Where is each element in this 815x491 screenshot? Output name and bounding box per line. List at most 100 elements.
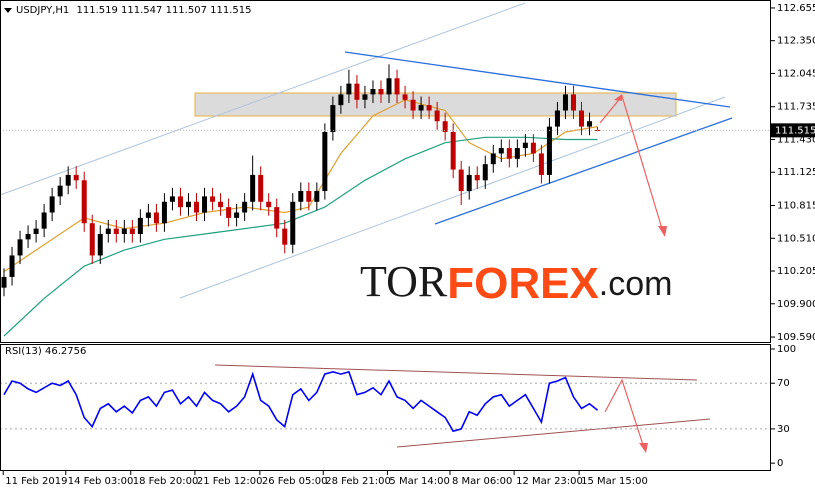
rsi-value: 46.2756: [45, 346, 86, 357]
y-tick-label: 112.350: [777, 36, 815, 47]
candle-body: [282, 228, 288, 245]
candle-body: [587, 121, 593, 127]
y-tick-label: 111.430: [777, 134, 815, 145]
high-value: 111.547: [121, 5, 162, 16]
candle-body: [579, 110, 585, 127]
channel-line: [0, 2, 526, 196]
y-tick-label: 110.205: [777, 266, 815, 277]
price-label-box: [771, 123, 815, 138]
candle-body: [218, 201, 224, 208]
candle-body: [81, 180, 87, 224]
candle-body: [442, 121, 448, 132]
candle-body: [242, 201, 248, 213]
x-tick-label: 26 Feb 05:00: [262, 476, 328, 487]
watermark-part: .com: [599, 265, 673, 303]
candle-body: [346, 83, 352, 95]
candle-body: [490, 153, 496, 165]
candle-body: [129, 228, 135, 234]
candle-body: [514, 148, 520, 159]
candle-body: [121, 228, 127, 234]
candle-body: [153, 212, 159, 224]
candle-body: [466, 174, 472, 192]
y-tick-label: 70: [777, 378, 790, 389]
trend-line: [434, 117, 733, 225]
candle-body: [49, 196, 55, 213]
moving-average: [3, 136, 598, 337]
candle-body: [97, 233, 103, 256]
candle-body: [137, 217, 143, 234]
candle-body: [522, 142, 528, 149]
candle-body: [354, 83, 360, 100]
candle-body: [1, 276, 7, 288]
candle-body: [65, 174, 71, 186]
candle-body: [202, 196, 208, 213]
y-tick-label: 30: [777, 424, 790, 435]
candle-body: [290, 201, 296, 245]
candle-body: [426, 105, 432, 111]
candle-body: [402, 94, 408, 100]
symbol: USDJPY,H1: [16, 5, 69, 16]
price-pane-border: [0, 0, 771, 343]
candle-body: [330, 105, 336, 132]
candle-body: [314, 191, 320, 202]
candle-body: [194, 201, 200, 213]
y-tick-label: 109.590: [777, 332, 815, 343]
candle-body: [9, 255, 15, 277]
candle-body: [169, 196, 175, 202]
candle-body: [562, 94, 568, 111]
candle-body: [33, 228, 39, 234]
candle-body: [250, 174, 256, 202]
candle-body: [266, 201, 272, 208]
watermark-part: TOR: [360, 257, 448, 306]
candle-body: [177, 196, 183, 208]
candle-body: [322, 131, 328, 192]
candle-body: [554, 110, 560, 127]
symbol-header: USDJPY,H1 111.519 111.547 111.507 111.51…: [16, 5, 251, 16]
rsi-header: RSI(13) 46.2756: [5, 346, 86, 357]
candle-body: [498, 148, 504, 154]
candle-body: [306, 191, 312, 202]
candle-body: [434, 110, 440, 122]
candle-body: [362, 94, 368, 100]
candle-body: [530, 142, 536, 154]
rsi-trend-line: [396, 418, 711, 448]
candle-body: [410, 99, 416, 111]
candle-body: [25, 233, 31, 240]
x-tick-label: 18 Feb 20:00: [133, 476, 199, 487]
candle-body: [450, 131, 456, 170]
x-tick-label: 11 Feb 2019: [5, 476, 67, 487]
candle-body: [234, 212, 240, 218]
candle-body: [538, 153, 544, 175]
x-tick-label: 15 Mar 15:00: [581, 476, 648, 487]
trend-line: [344, 51, 731, 108]
price-label: 111.515: [775, 125, 815, 136]
x-tick-label: 14 Feb 03:00: [68, 476, 134, 487]
y-tick-label: 110.815: [777, 201, 815, 212]
y-tick-label: 0: [777, 458, 783, 469]
x-tick-label: 12 Mar 23:00: [516, 476, 583, 487]
arrow-head: [639, 443, 648, 453]
candle-body: [378, 89, 384, 95]
candle-body: [57, 185, 63, 197]
candle-body: [394, 78, 400, 95]
candle-body: [570, 94, 576, 111]
arrow-head: [614, 94, 622, 101]
watermark-part: FOREX: [447, 259, 599, 308]
candle-body: [145, 212, 151, 218]
y-tick-label: 112.655: [777, 3, 815, 14]
watermark: TORFOREX.com: [360, 257, 672, 308]
channel-line: [179, 96, 726, 299]
candle-body: [161, 201, 167, 224]
candle-body: [113, 228, 119, 234]
y-tick-label: 112.045: [777, 68, 815, 79]
rsi-forecast-arrow: [604, 378, 645, 449]
x-tick-label: 28 Feb 21:00: [325, 476, 391, 487]
candle-body: [474, 174, 480, 181]
open-value: 111.519: [76, 5, 117, 16]
candle-body: [458, 169, 464, 192]
candle-body: [185, 201, 191, 208]
rsi-pane-border: [0, 344, 771, 471]
rsi-line: [3, 370, 599, 433]
